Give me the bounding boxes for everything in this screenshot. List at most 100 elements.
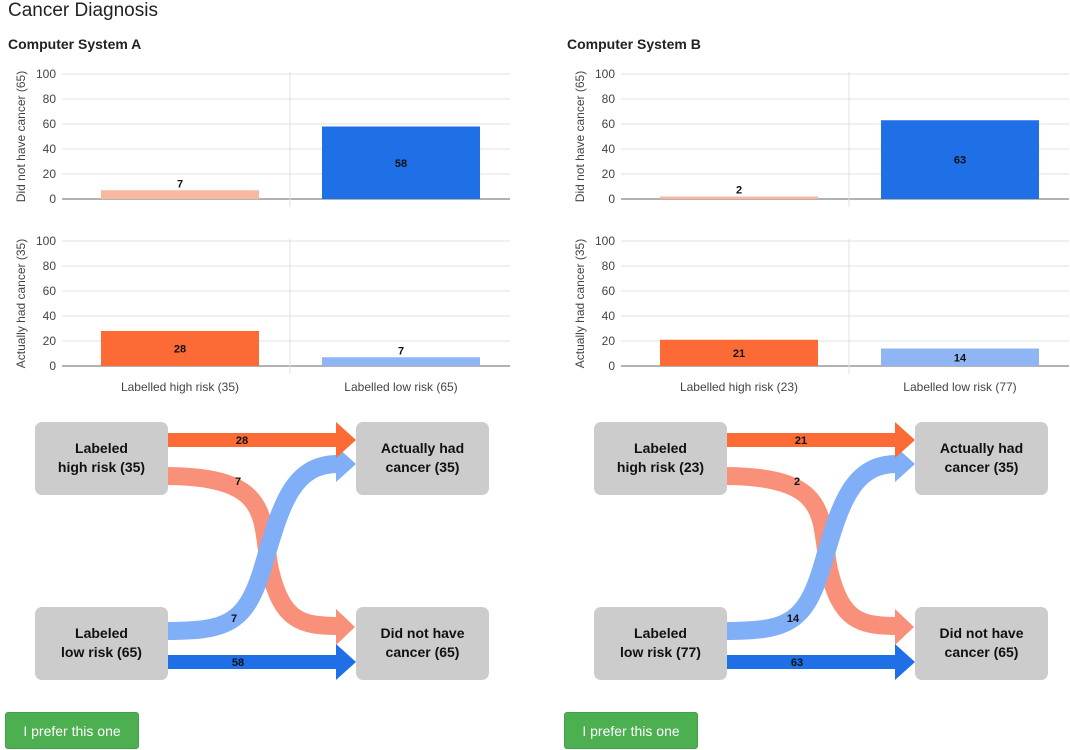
node-box — [915, 422, 1048, 495]
node-label: Did not have — [939, 625, 1023, 641]
arrow-head — [336, 644, 356, 680]
system-title: Computer System B — [567, 36, 701, 52]
node-label: cancer (65) — [945, 644, 1019, 660]
node-actually-had-cancer: Actually had cancer (35) — [915, 422, 1048, 495]
system-b-panel: Computer System B 0 20 40 60 80 100 Did not ha… — [559, 0, 1070, 750]
system-a-visualization: 0 20 40 60 80 100 Did not have cancer (65) 7 58 0… — [14, 67, 510, 680]
y-tick-label: 100 — [36, 67, 56, 81]
y-tick-label: 0 — [608, 359, 615, 373]
flow-label: 14 — [787, 613, 800, 625]
x-category-label: Labelled high risk (35) — [121, 380, 239, 394]
x-category-label: Labelled high risk (23) — [680, 380, 798, 394]
y-tick-label: 0 — [608, 192, 615, 206]
prefer-system-b-button[interactable]: I prefer this one — [564, 712, 698, 749]
bar-value-label: 21 — [733, 348, 745, 360]
node-label: Labeled — [634, 440, 687, 456]
node-label: Actually had — [381, 440, 464, 456]
y-tick-label: 40 — [43, 309, 57, 323]
bar — [322, 357, 480, 366]
node-box — [594, 607, 727, 680]
bar-value-label: 7 — [177, 178, 183, 190]
node-labeled-low-risk: Labeled low risk (77) — [594, 607, 727, 680]
y-tick-label: 40 — [43, 142, 57, 156]
node-label: Labeled — [75, 625, 128, 641]
y-tick-label: 80 — [43, 259, 57, 273]
y-tick-label: 40 — [602, 309, 616, 323]
flow-label: 7 — [231, 613, 237, 625]
x-category-label: Labelled low risk (65) — [344, 380, 457, 394]
y-tick-label: 20 — [43, 167, 57, 181]
node-label: Actually had — [940, 440, 1023, 456]
node-box — [35, 422, 168, 495]
arrow-head — [336, 446, 356, 482]
bar — [322, 126, 480, 199]
arrow-head — [895, 446, 915, 482]
arrow-head — [336, 422, 356, 458]
node-box — [356, 422, 489, 495]
flow-label: 58 — [232, 657, 244, 669]
flow-high-to-cancer — [726, 433, 897, 447]
node-box — [594, 422, 727, 495]
node-did-not-have-cancer: Did not have cancer (65) — [915, 607, 1048, 680]
node-label: high risk (35) — [58, 459, 145, 475]
y-tick-label: 20 — [602, 167, 616, 181]
node-label: Labeled — [634, 625, 687, 641]
page-title: Cancer Diagnosis — [8, 0, 158, 21]
y-tick-label: 100 — [595, 67, 615, 81]
bar — [881, 120, 1039, 199]
node-box — [915, 607, 1048, 680]
y-axis-label: Actually had cancer (35) — [573, 239, 587, 368]
y-axis-label: Did not have cancer (65) — [14, 71, 28, 202]
bar-value-label: 2 — [736, 185, 742, 197]
flow-low-to-no-cancer — [167, 655, 338, 669]
y-tick-label: 20 — [43, 334, 57, 348]
bar — [101, 331, 259, 366]
flow-low-to-cancer — [723, 455, 898, 640]
bar-value-label: 28 — [174, 344, 186, 356]
y-tick-label: 0 — [49, 359, 56, 373]
node-label: cancer (35) — [945, 459, 1019, 475]
y-axis-label: Actually had cancer (35) — [14, 239, 28, 368]
flow-label: 28 — [236, 435, 248, 447]
y-tick-label: 80 — [43, 92, 57, 106]
y-tick-label: 100 — [36, 234, 56, 248]
node-label: Labeled — [75, 440, 128, 456]
y-axis-label: Did not have cancer (65) — [573, 71, 587, 202]
arrow-head — [336, 609, 355, 645]
bar-panel-had-cancer: 0 20 40 60 80 100 Actually had cancer (35) 21 14 — [573, 234, 1069, 374]
x-category-label: Labelled low risk (77) — [903, 380, 1016, 394]
node-label: high risk (23) — [617, 459, 704, 475]
system-title: Computer System A — [8, 36, 142, 52]
arrow-head — [895, 422, 915, 458]
flow-low-to-no-cancer — [726, 655, 897, 669]
bar — [660, 196, 818, 199]
prefer-system-a-button[interactable]: I prefer this one — [5, 712, 139, 749]
y-tick-label: 100 — [595, 234, 615, 248]
flow-high-to-cancer — [167, 433, 338, 447]
flow-diagram: 28 7 7 58 Labeled high risk (35) Labeled low ri… — [35, 422, 489, 680]
bar-value-label: 58 — [395, 158, 407, 170]
bar — [660, 339, 818, 366]
node-box — [35, 607, 168, 680]
bar — [881, 348, 1039, 366]
y-tick-label: 0 — [49, 192, 56, 206]
node-label: low risk (65) — [61, 644, 142, 660]
flow-label: 21 — [795, 435, 807, 447]
y-tick-label: 40 — [602, 142, 616, 156]
node-label: Did not have — [380, 625, 464, 641]
y-tick-label: 60 — [43, 117, 57, 131]
y-tick-label: 60 — [602, 117, 616, 131]
bar-panel-no-cancer: 0 20 40 60 80 100 Did not have cancer (65) 2 63 — [573, 67, 1069, 207]
node-box — [356, 607, 489, 680]
bar-value-label: 63 — [954, 155, 966, 167]
arrow-head — [895, 644, 915, 680]
y-tick-label: 80 — [602, 92, 616, 106]
node-label: cancer (35) — [386, 459, 460, 475]
node-did-not-have-cancer: Did not have cancer (65) — [356, 607, 489, 680]
system-a-panel: Computer System A 0 20 40 60 80 100 Did not ha… — [5, 36, 510, 749]
flow-label: 2 — [794, 476, 800, 488]
node-labeled-high-risk: Labeled high risk (35) — [35, 422, 168, 495]
bar-value-label: 14 — [954, 352, 967, 364]
bar-value-label: 7 — [398, 345, 404, 357]
